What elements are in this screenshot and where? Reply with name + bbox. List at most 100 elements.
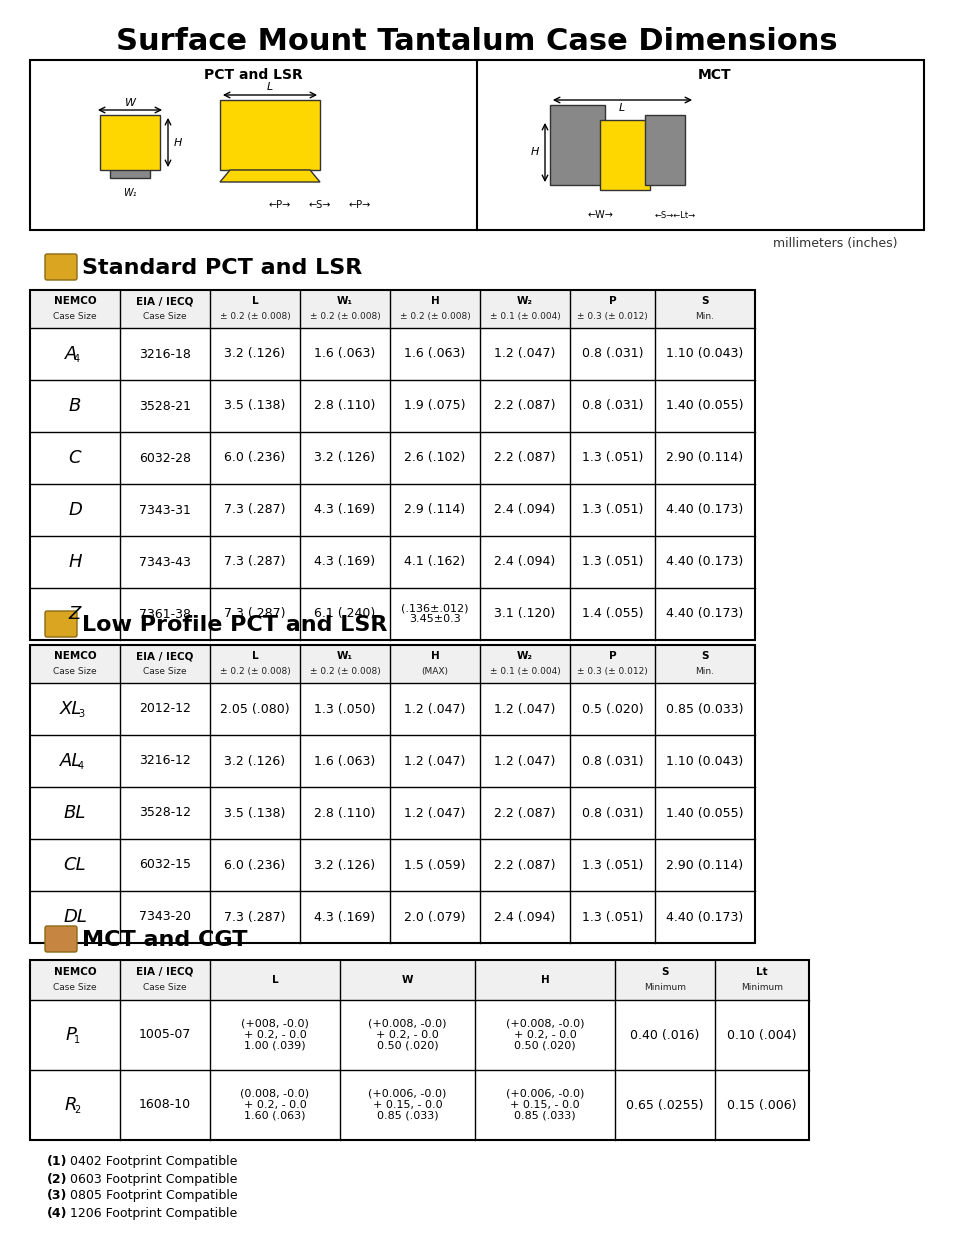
Text: H: H — [430, 296, 439, 306]
Bar — [30, 61, 923, 230]
Text: P: P — [608, 651, 616, 662]
Text: S: S — [660, 967, 668, 977]
Text: 1.6 (.063): 1.6 (.063) — [314, 755, 375, 767]
Text: S: S — [700, 651, 708, 662]
Text: 0.50 (.020): 0.50 (.020) — [514, 1041, 576, 1051]
Text: ←P→: ←P→ — [349, 200, 371, 210]
Text: NEMCO: NEMCO — [53, 296, 96, 306]
Text: 6.0 (.236): 6.0 (.236) — [224, 858, 285, 872]
Text: + 0.15, - 0.0: + 0.15, - 0.0 — [510, 1100, 579, 1110]
Text: (MAX): (MAX) — [421, 667, 448, 676]
Text: 1.9 (.075): 1.9 (.075) — [404, 399, 465, 412]
Bar — [30, 290, 754, 329]
Text: 1.3 (.051): 1.3 (.051) — [581, 504, 642, 516]
Bar — [30, 290, 754, 640]
Text: R: R — [65, 1095, 77, 1114]
Text: C: C — [69, 450, 81, 467]
Text: 4.40 (0.173): 4.40 (0.173) — [666, 608, 742, 620]
Text: W: W — [401, 974, 413, 986]
Text: 0.5 (.020): 0.5 (.020) — [581, 703, 642, 715]
Text: (3): (3) — [47, 1189, 68, 1203]
Text: PCT and LSR: PCT and LSR — [203, 68, 302, 82]
Text: EIA / IECQ: EIA / IECQ — [136, 967, 193, 977]
Text: 1.40 (0.055): 1.40 (0.055) — [665, 806, 743, 820]
Text: 0.65 (.0255): 0.65 (.0255) — [625, 1098, 703, 1112]
Text: L: L — [618, 103, 624, 112]
Text: W₁: W₁ — [336, 296, 353, 306]
Bar — [599, 120, 649, 190]
Text: Surface Mount Tantalum Case Dimensions: Surface Mount Tantalum Case Dimensions — [116, 27, 837, 57]
Text: L: L — [252, 651, 258, 662]
Text: L: L — [272, 974, 278, 986]
Text: 1.60 (.063): 1.60 (.063) — [244, 1112, 305, 1121]
Text: 2.4 (.094): 2.4 (.094) — [494, 910, 555, 924]
Text: W₁: W₁ — [336, 651, 353, 662]
Text: 1.3 (.051): 1.3 (.051) — [581, 452, 642, 464]
Text: 6032-15: 6032-15 — [139, 858, 191, 872]
Text: (+0.008, -0.0): (+0.008, -0.0) — [505, 1019, 583, 1029]
Text: ←S→: ←S→ — [309, 200, 331, 210]
Text: (+0.008, -0.0): (+0.008, -0.0) — [368, 1019, 446, 1029]
Text: 2.8 (.110): 2.8 (.110) — [314, 806, 375, 820]
Text: 0402 Footprint Compatible: 0402 Footprint Compatible — [67, 1156, 237, 1168]
Text: 1.10 (0.043): 1.10 (0.043) — [666, 755, 742, 767]
Text: ± 0.3 (± 0.012): ± 0.3 (± 0.012) — [577, 667, 647, 676]
Text: 7343-31: 7343-31 — [139, 504, 191, 516]
Text: (+008, -0.0): (+008, -0.0) — [241, 1019, 309, 1029]
Text: 1.00 (.039): 1.00 (.039) — [244, 1041, 306, 1051]
Text: Minimum: Minimum — [643, 983, 685, 993]
Text: 1.2 (.047): 1.2 (.047) — [404, 703, 465, 715]
Text: A: A — [65, 345, 77, 363]
Text: 1.10 (0.043): 1.10 (0.043) — [666, 347, 742, 361]
Text: 3.5 (.138): 3.5 (.138) — [224, 399, 285, 412]
Text: 0.50 (.020): 0.50 (.020) — [376, 1041, 437, 1051]
Text: + 0.15, - 0.0: + 0.15, - 0.0 — [373, 1100, 442, 1110]
Text: Min.: Min. — [695, 667, 714, 676]
Text: + 0.2, - 0.0: + 0.2, - 0.0 — [243, 1030, 306, 1040]
Text: 1.2 (.047): 1.2 (.047) — [494, 703, 555, 715]
Text: 7361-38: 7361-38 — [139, 608, 191, 620]
Text: (1): (1) — [47, 1156, 68, 1168]
Text: 4.3 (.169): 4.3 (.169) — [314, 504, 375, 516]
Text: 4.1 (.162): 4.1 (.162) — [404, 556, 465, 568]
Text: 1.5 (.059): 1.5 (.059) — [404, 858, 465, 872]
Text: 0.15 (.006): 0.15 (.006) — [726, 1098, 796, 1112]
Text: 0.85 (0.033): 0.85 (0.033) — [665, 703, 743, 715]
Text: MCT and CGT: MCT and CGT — [82, 930, 247, 950]
Text: + 0.2, - 0.0: + 0.2, - 0.0 — [375, 1030, 438, 1040]
Text: 2.2 (.087): 2.2 (.087) — [494, 399, 556, 412]
Text: 6032-28: 6032-28 — [139, 452, 191, 464]
Text: ± 0.2 (± 0.008): ± 0.2 (± 0.008) — [310, 667, 380, 676]
Text: 3.5 (.138): 3.5 (.138) — [224, 806, 285, 820]
Text: 3528-12: 3528-12 — [139, 806, 191, 820]
Bar — [644, 115, 684, 185]
Text: W₂: W₂ — [517, 651, 533, 662]
Text: ± 0.3 (± 0.012): ± 0.3 (± 0.012) — [577, 312, 647, 321]
Text: 1005-07: 1005-07 — [139, 1029, 191, 1041]
Text: 0805 Footprint Compatible: 0805 Footprint Compatible — [67, 1189, 238, 1203]
Text: 2: 2 — [73, 1105, 80, 1115]
Text: AL: AL — [60, 752, 82, 769]
Text: 2.2 (.087): 2.2 (.087) — [494, 452, 556, 464]
Text: ←P→: ←P→ — [269, 200, 291, 210]
Text: Min.: Min. — [695, 312, 714, 321]
Text: 4.40 (0.173): 4.40 (0.173) — [666, 556, 742, 568]
Text: XL: XL — [60, 700, 82, 718]
Text: ± 0.2 (± 0.008): ± 0.2 (± 0.008) — [219, 667, 290, 676]
Text: B: B — [69, 396, 81, 415]
Text: 0.8 (.031): 0.8 (.031) — [581, 399, 642, 412]
Bar — [550, 105, 604, 185]
Text: 4.3 (.169): 4.3 (.169) — [314, 910, 375, 924]
Text: 4.40 (0.173): 4.40 (0.173) — [666, 504, 742, 516]
Text: EIA / IECQ: EIA / IECQ — [136, 296, 193, 306]
Text: D: D — [68, 501, 82, 519]
Text: ←S→←Lt→: ←S→←Lt→ — [654, 210, 695, 220]
Text: (+0.006, -0.0): (+0.006, -0.0) — [368, 1089, 446, 1099]
Text: + 0.2, - 0.0: + 0.2, - 0.0 — [513, 1030, 576, 1040]
Text: H: H — [540, 974, 549, 986]
Text: 4: 4 — [78, 761, 84, 771]
Text: 0.10 (.004): 0.10 (.004) — [726, 1029, 796, 1041]
Text: 3.2 (.126): 3.2 (.126) — [314, 452, 375, 464]
Text: 7.3 (.287): 7.3 (.287) — [224, 608, 286, 620]
Bar — [30, 645, 754, 683]
